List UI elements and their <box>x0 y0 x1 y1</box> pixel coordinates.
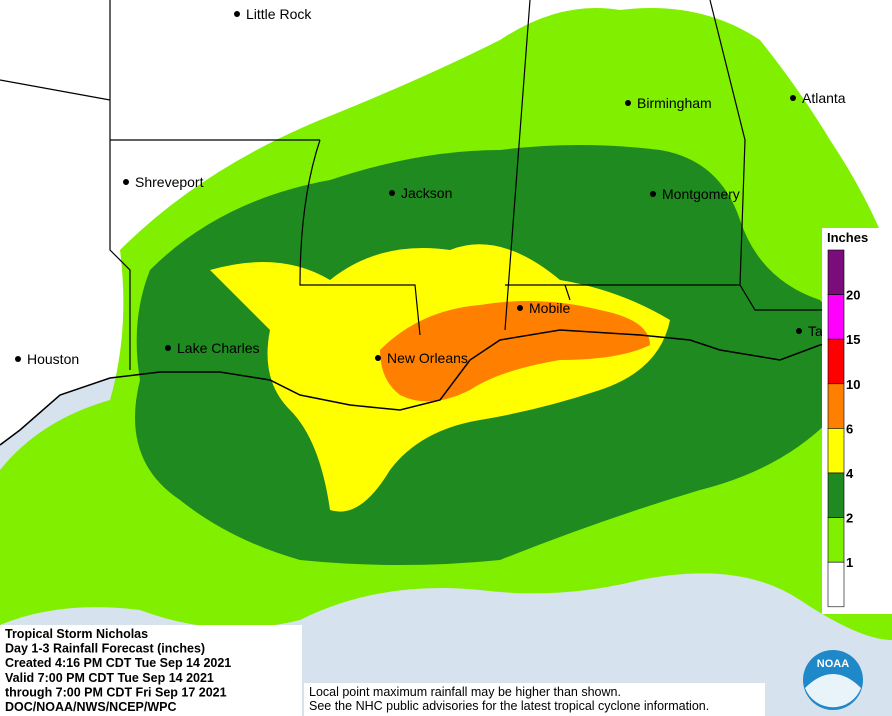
legend-swatch <box>827 249 845 295</box>
legend-label: 10 <box>846 377 860 392</box>
legend-title: Inches <box>827 230 868 245</box>
city-label: Mobile <box>529 300 570 316</box>
city-label: Montgomery <box>662 186 740 202</box>
city-label: Shreveport <box>135 174 204 190</box>
noaa-logo: NOAA <box>803 650 863 710</box>
logo-text: NOAA <box>817 658 849 670</box>
legend-label: 1 <box>846 555 853 570</box>
city-label: Birmingham <box>637 95 712 111</box>
city-markers <box>15 11 802 362</box>
legend-label: 4 <box>846 466 854 481</box>
legend-label: 6 <box>846 421 853 436</box>
info-line: through 7:00 PM CDT Fri Sep 17 2021 <box>5 685 227 699</box>
legend-swatch <box>827 561 845 608</box>
legend-label: 15 <box>846 332 860 347</box>
city-label: Atlanta <box>802 90 846 106</box>
legend-label: 20 <box>846 288 860 303</box>
disclaimer: Local point maximum rainfall may be high… <box>309 685 709 713</box>
info-line: Day 1-3 Rainfall Forecast (inches) <box>5 642 205 656</box>
info-line: DOC/NOAA/NWS/NCEP/WPC <box>5 700 177 714</box>
city-label: Jackson <box>401 185 452 201</box>
city-label: New Orleans <box>387 350 468 366</box>
legend-swatch <box>827 294 845 340</box>
rain-6in <box>380 301 650 402</box>
disclaimer-line: See the NHC public advisories for the la… <box>309 699 709 713</box>
legend-swatch <box>827 517 845 563</box>
disclaimer-box <box>304 683 765 716</box>
city-label: Ta <box>808 323 823 339</box>
info-line: Tropical Storm Nicholas <box>5 627 148 641</box>
legend-swatch <box>827 428 845 474</box>
info-box <box>0 625 302 716</box>
legend-swatch <box>827 472 845 518</box>
info-line: Created 4:16 PM CDT Tue Sep 14 2021 <box>5 656 231 670</box>
city-label: Lake Charles <box>177 340 260 356</box>
legend-swatch <box>827 383 845 429</box>
info-line: Valid 7:00 PM CDT Tue Sep 14 2021 <box>5 671 214 685</box>
city-label: Little Rock <box>246 6 312 22</box>
legend-swatch <box>827 338 845 385</box>
disclaimer-line: Local point maximum rainfall may be high… <box>309 685 621 699</box>
city-label: Houston <box>27 351 79 367</box>
legend: Inches 20 15 10 6 4 2 1 <box>822 228 892 614</box>
borders <box>0 0 892 446</box>
legend-label: 2 <box>846 511 853 526</box>
